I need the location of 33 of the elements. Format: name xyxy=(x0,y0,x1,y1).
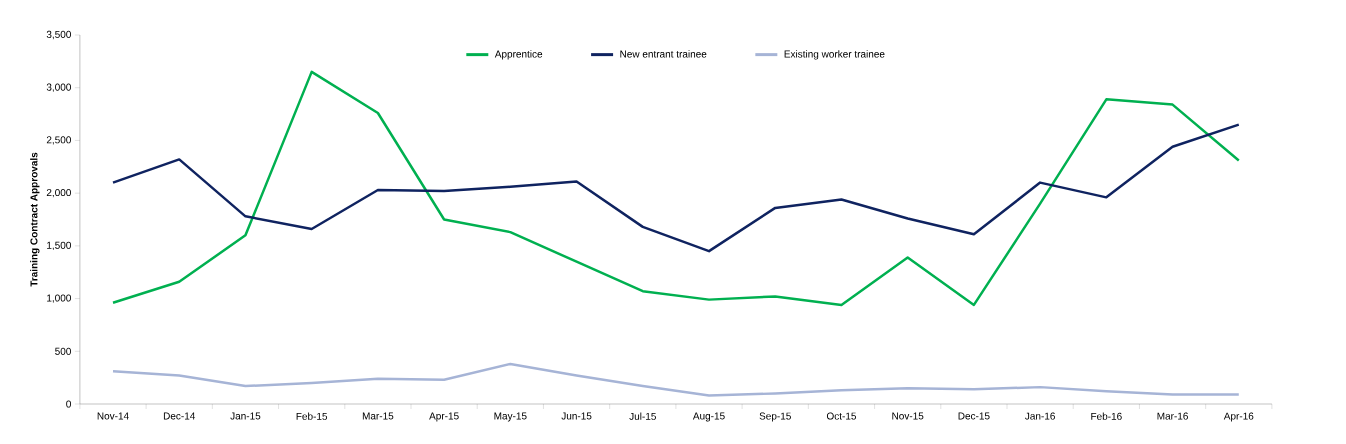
x-tick-label: Aug-15 xyxy=(692,412,725,422)
x-tick-label: Dec-14 xyxy=(163,412,196,420)
line-series xyxy=(111,70,1241,307)
x-tick-label: Mar-16 xyxy=(1157,412,1188,420)
x-tick-label: Jan-16 xyxy=(1024,412,1055,420)
x-tick-label: Mar-15 xyxy=(362,412,394,420)
legend-label: Apprentice xyxy=(494,50,543,60)
x-tick-label: Dec-15 xyxy=(958,412,990,420)
x-tick-label: Nov-15 xyxy=(892,412,924,420)
x-tick-label: May-15 xyxy=(494,412,527,422)
x-tick-label: Apr-16 xyxy=(1223,412,1254,422)
x-tick-label: Jan-15 xyxy=(230,412,261,420)
legend-label: Existing worker trainee xyxy=(784,50,885,60)
line-series xyxy=(111,362,1241,397)
x-tick-label: Apr-15 xyxy=(429,412,459,422)
y-tick-label: 2,500 xyxy=(46,136,71,145)
y-tick-label: 1,000 xyxy=(47,294,71,303)
x-tick-label: Feb-16 xyxy=(1091,412,1122,420)
x-tick-label: Nov-14 xyxy=(97,412,129,420)
y-tick-label: 500 xyxy=(55,347,71,355)
x-tick-label: Oct-15 xyxy=(826,412,857,420)
y-tick-label: 1,500 xyxy=(47,241,71,250)
y-axis-title: Training Contract Approvals xyxy=(30,152,40,287)
y-tick-label: 2,000 xyxy=(46,189,71,198)
y-tick-label: 3,500 xyxy=(46,30,71,40)
x-tick-label: Sep-15 xyxy=(759,412,791,422)
x-tick-label: Jun-15 xyxy=(561,412,592,420)
line-series xyxy=(111,123,1241,253)
y-tick-label: 3,000 xyxy=(46,83,71,92)
x-tick-label: Feb-15 xyxy=(296,412,328,420)
y-tick-label: 0 xyxy=(66,400,71,408)
legend-label: New entrant trainee xyxy=(620,50,707,58)
x-tick-label: Jul-15 xyxy=(629,412,656,420)
